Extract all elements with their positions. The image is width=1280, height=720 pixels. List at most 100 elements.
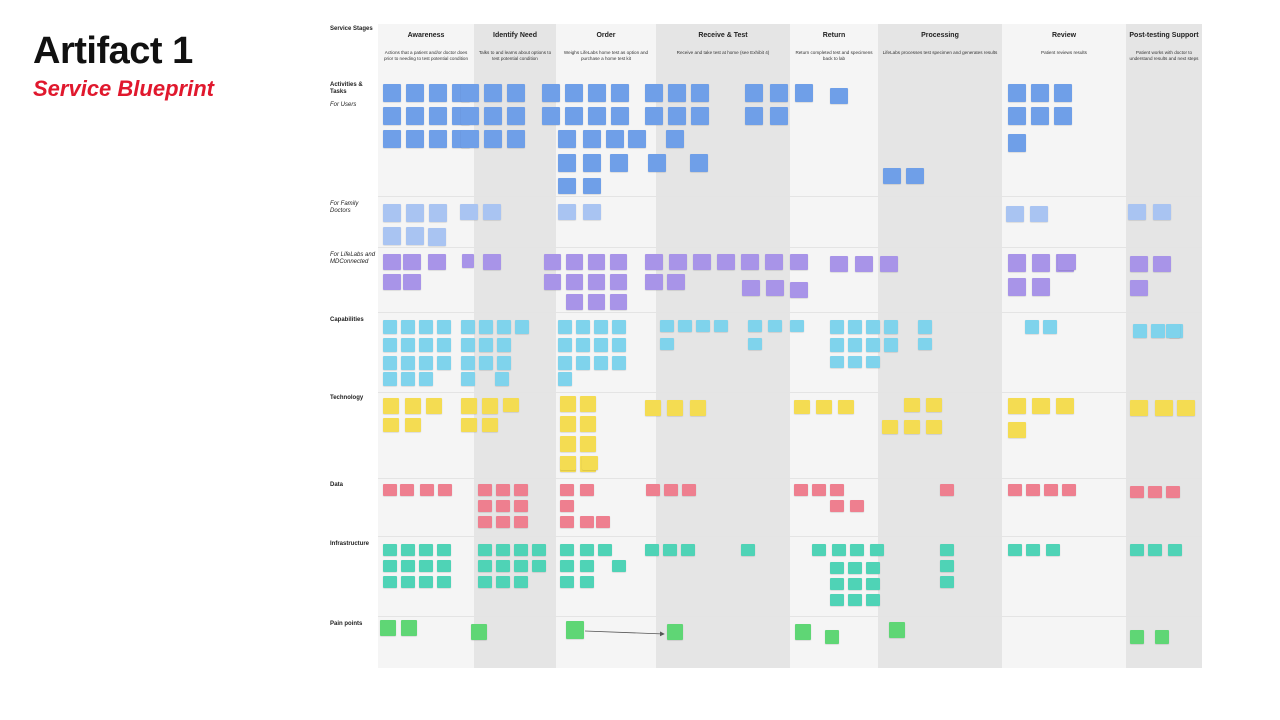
sticky-note [580, 436, 596, 452]
sticky-note [479, 356, 493, 370]
sticky-note [1026, 484, 1040, 496]
sticky-note [1148, 544, 1162, 556]
row-label-activities-tasks: Activities & Tasks [330, 82, 363, 95]
row-divider [378, 247, 1202, 248]
sticky-note [580, 484, 594, 496]
sticky-note [471, 624, 487, 640]
sticky-note [612, 320, 626, 334]
sticky-note [576, 320, 590, 334]
sticky-note [461, 338, 475, 352]
sticky-note [515, 320, 529, 334]
sticky-note [406, 130, 424, 148]
sticky-note [565, 84, 583, 102]
sticky-note [419, 372, 433, 386]
stage-header-review: Review [1051, 31, 1077, 39]
sticky-note [1166, 486, 1180, 498]
sticky-note [437, 576, 451, 588]
sticky-note [482, 398, 498, 414]
sticky-note [768, 320, 782, 332]
sticky-note [880, 256, 898, 272]
sticky-note [1153, 256, 1171, 272]
sticky-note [904, 398, 920, 412]
sticky-note [479, 338, 493, 352]
sticky-note [830, 88, 848, 104]
sticky-note [904, 420, 920, 434]
sticky-note [461, 418, 477, 432]
stage-description-post-testing-support: Patient works with doctor to understand … [1129, 50, 1199, 61]
row-label-technology: Technology [330, 395, 364, 401]
sticky-note [1148, 486, 1162, 498]
sticky-note [383, 107, 401, 125]
sticky-note [383, 576, 397, 588]
sticky-note [496, 560, 510, 572]
sticky-note [437, 544, 451, 556]
sticky-note [560, 456, 576, 470]
sticky-note [596, 516, 610, 528]
sticky-note [496, 544, 510, 556]
sticky-note [1008, 254, 1026, 272]
sticky-note [478, 500, 492, 512]
sticky-note [438, 484, 452, 496]
sticky-note [884, 320, 898, 334]
sticky-note [496, 500, 510, 512]
stage-column-review-bg [1002, 24, 1126, 668]
sticky-note [558, 154, 576, 172]
sticky-note [560, 544, 574, 556]
sticky-note [645, 274, 663, 290]
row-divider [378, 312, 1202, 313]
sticky-note [870, 544, 884, 556]
sticky-note [582, 456, 598, 470]
stage-header-receive-test: Receive & Test [698, 31, 748, 39]
sticky-note [437, 338, 451, 352]
sticky-note [1025, 320, 1039, 334]
sticky-note [588, 107, 606, 125]
sticky-note [383, 84, 401, 102]
sticky-note [484, 84, 502, 102]
sticky-note [461, 84, 479, 102]
sticky-note [794, 400, 810, 414]
sticky-note [611, 107, 629, 125]
sticky-note [383, 372, 397, 386]
sticky-note [1008, 484, 1022, 496]
sticky-note [497, 356, 511, 370]
sticky-note [691, 84, 709, 102]
sticky-note [669, 254, 687, 270]
sticky-note [742, 280, 760, 296]
sticky-note [532, 544, 546, 556]
sticky-note [403, 274, 421, 290]
sticky-note [1166, 324, 1180, 338]
sticky-note [606, 130, 624, 148]
sticky-note [832, 544, 846, 556]
sticky-note [668, 107, 686, 125]
sticky-note [693, 254, 711, 270]
sticky-note [646, 484, 660, 496]
sticky-note [645, 544, 659, 556]
sticky-note [1058, 254, 1076, 270]
sticky-note [497, 320, 511, 334]
sticky-note [1130, 630, 1144, 644]
sticky-note [884, 338, 898, 352]
sticky-note [401, 576, 415, 588]
sticky-note [514, 560, 528, 572]
sticky-note [503, 398, 519, 412]
sticky-note [542, 107, 560, 125]
sticky-note [583, 178, 601, 194]
sticky-note [690, 400, 706, 416]
sticky-note [401, 338, 415, 352]
sticky-note [830, 594, 844, 606]
sticky-note [419, 338, 433, 352]
sticky-note [741, 544, 755, 556]
sticky-note [866, 562, 880, 574]
sticky-note [848, 338, 862, 352]
sticky-note [383, 398, 399, 414]
sticky-note [848, 594, 862, 606]
sticky-note [918, 338, 932, 350]
sticky-note [1032, 278, 1050, 296]
stage-description-return: Return completed test and specimens back… [795, 50, 873, 61]
sticky-note [566, 621, 584, 639]
sticky-note [383, 130, 401, 148]
sticky-note [461, 398, 477, 414]
sticky-note [1130, 256, 1148, 272]
sticky-note [1130, 400, 1148, 416]
